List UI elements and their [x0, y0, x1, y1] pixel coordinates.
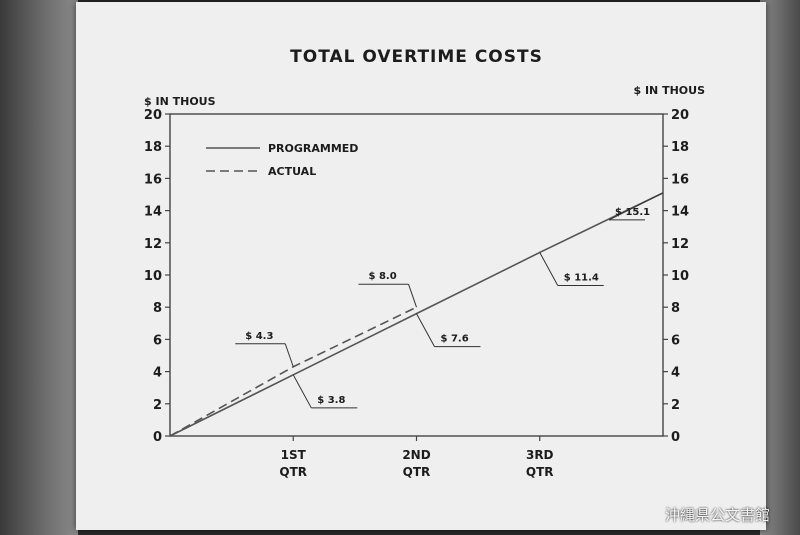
y-tick-label-right: 2: [671, 398, 680, 413]
archive-watermark: 沖縄県公文書館: [664, 506, 770, 524]
y-tick-label-left: 16: [144, 172, 162, 187]
y-tick-label-right: 20: [671, 108, 689, 123]
data-label-leader: [416, 313, 435, 347]
data-label: $ 15.1: [615, 207, 650, 218]
x-tick-label-line1: 1ST: [281, 448, 307, 462]
x-tick-label-line2: QTR: [526, 465, 554, 479]
data-label: $ 8.0: [369, 271, 397, 282]
y-tick-label-left: 10: [144, 269, 162, 284]
legend-label-programmed: PROGRAMMED: [268, 142, 358, 155]
y-tick-label-right: 10: [671, 269, 689, 284]
data-label-leader: [284, 343, 294, 367]
y-tick-label-right: 12: [671, 237, 689, 252]
y-tick-label-right: 18: [671, 140, 689, 155]
data-label-leader: [408, 284, 417, 308]
chart-title: TOTAL OVERTIME COSTS: [290, 47, 543, 67]
data-label: $ 4.3: [245, 331, 273, 342]
data-label: $ 11.4: [564, 272, 599, 283]
data-label-leader: [539, 252, 559, 286]
y-tick-label-right: 16: [671, 172, 689, 187]
y-tick-label-left: 18: [144, 140, 162, 155]
x-tick-label-line2: QTR: [279, 465, 307, 479]
photo-frame-left: [0, 0, 78, 535]
y-tick-label-right: 14: [671, 205, 689, 220]
y-tick-label-left: 8: [153, 301, 162, 316]
y-tick-label-left: 0: [153, 430, 162, 445]
y-tick-label-right: 4: [671, 366, 680, 381]
x-tick-label-line2: QTR: [403, 465, 431, 479]
x-tick-label-line1: 2ND: [402, 448, 430, 462]
y-axis-unit-left: $ IN THOUS: [144, 95, 216, 108]
data-label: $ 3.8: [317, 395, 345, 406]
y-tick-label-left: 2: [153, 398, 162, 413]
y-tick-label-left: 12: [144, 237, 162, 252]
chart-board: TOTAL OVERTIME COSTS $ IN THOUS $ IN THOUS…: [76, 2, 766, 530]
photo-frame-right: [760, 0, 800, 535]
y-axis-unit-right: $ IN THOUS: [633, 84, 705, 97]
legend-label-actual: ACTUAL: [268, 165, 316, 178]
y-tick-label-left: 20: [144, 108, 162, 123]
y-tick-label-left: 6: [153, 333, 162, 348]
data-label: $ 7.6: [441, 334, 469, 345]
data-label-leader: [292, 374, 312, 409]
y-tick-label-left: 4: [153, 366, 162, 381]
y-tick-label-right: 8: [671, 301, 680, 316]
series-line-actual: [169, 306, 417, 437]
y-tick-label-right: 0: [671, 430, 680, 445]
y-tick-label-left: 14: [144, 205, 162, 220]
overtime-cost-chart: TOTAL OVERTIME COSTS $ IN THOUS $ IN THOUS…: [144, 47, 705, 479]
data-label-leader: [608, 192, 664, 221]
y-tick-label-right: 6: [671, 333, 680, 348]
x-tick-label-line1: 3RD: [526, 448, 554, 462]
